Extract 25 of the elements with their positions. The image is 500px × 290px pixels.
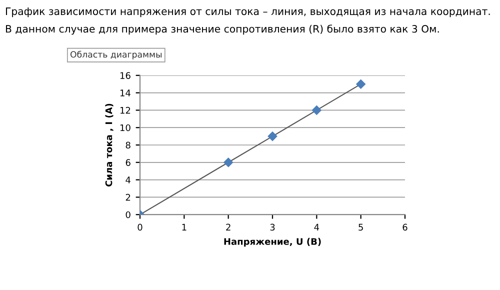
y-tick-label: 8 — [126, 142, 130, 149]
chart-title: График зависимости напряжения от силы тока – линия, выходящая из начала координат. — [6, 8, 490, 18]
point — [224, 158, 233, 168]
point — [356, 79, 366, 89]
y-tick-label: 10 — [120, 124, 130, 132]
x-tick-label: 5 — [358, 224, 363, 231]
x-tick-label: 2 — [226, 224, 230, 230]
chart-subtitle: В данном случае для примера значение сопротивления (R) было взято как 3 Ом. — [6, 24, 439, 35]
x-tick-label: 0 — [138, 224, 142, 231]
y-tick-label: 12 — [120, 106, 130, 114]
x-tick-label: 4 — [314, 224, 320, 230]
y-tick-label: 2 — [126, 194, 130, 201]
y-axis-title: Сила тока , I (А) — [105, 104, 114, 187]
text: Область диаграммы — [70, 50, 162, 60]
y-tick-label: 0 — [126, 211, 130, 218]
x-tick-label: 6 — [402, 224, 408, 231]
y-tick-label: 16 — [120, 72, 130, 79]
y-tick-label: 6 — [126, 159, 130, 166]
y-tick-label: 14 — [120, 90, 130, 96]
point — [268, 132, 278, 141]
x-axis-title: Напряжение, U (В) — [224, 238, 321, 247]
x-tick-label: 1 — [182, 224, 186, 230]
y-tick-label: 4 — [126, 176, 130, 184]
point — [312, 106, 322, 115]
x-tick-label: 3 — [270, 224, 275, 231]
